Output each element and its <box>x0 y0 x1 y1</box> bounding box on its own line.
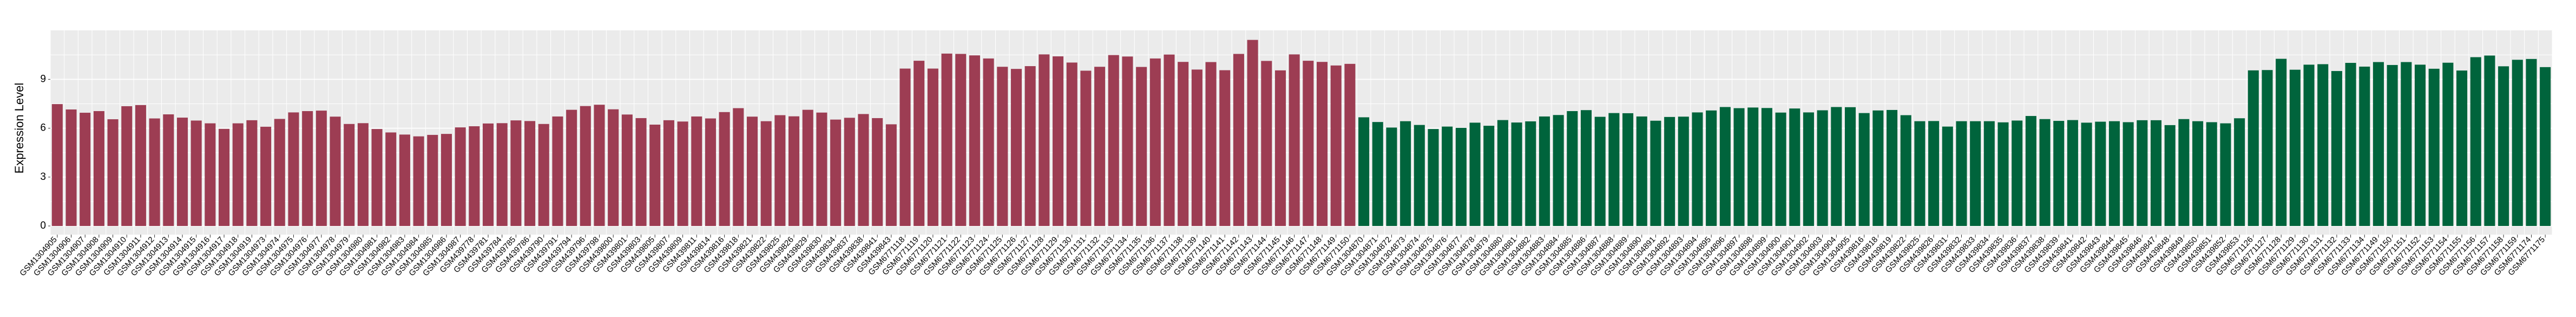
svg-text:3: 3 <box>40 171 46 183</box>
svg-text:0: 0 <box>40 220 46 231</box>
svg-text:6: 6 <box>40 122 46 134</box>
svg-text:9: 9 <box>40 73 46 85</box>
svg-text:Expression Level: Expression Level <box>12 83 26 174</box>
